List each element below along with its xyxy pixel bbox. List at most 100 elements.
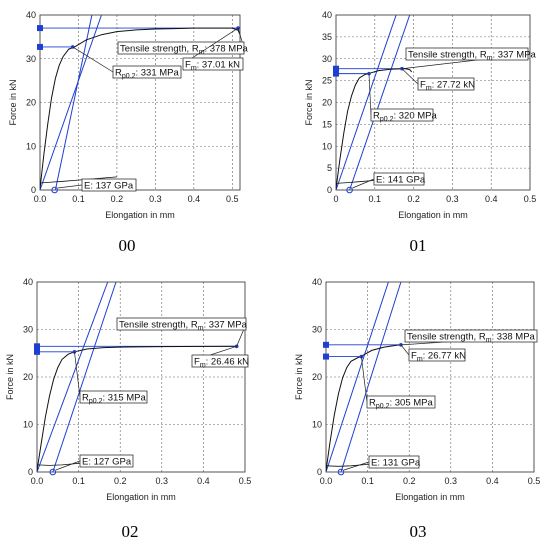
force-curve [326, 344, 401, 471]
rp02-box [112, 65, 182, 79]
y-tick-label: 30 [322, 54, 332, 64]
force-curve [37, 345, 237, 471]
rp02-label: Rp0.2: 305 MPa [369, 398, 434, 411]
x-tick-label: 0.3 [445, 476, 458, 486]
x-tick-label: 0.2 [407, 194, 420, 204]
fm-label: Fm: 37.01 kN [185, 60, 240, 73]
rm-axis-marker [34, 343, 40, 350]
e-modulus-label: E: 131 GPa [371, 458, 421, 469]
panel-caption: 01 [410, 236, 427, 255]
x-tick-label: 0.3 [446, 194, 459, 204]
rp02-label: Rp0.2: 315 MPa [82, 393, 147, 406]
rm-axis-marker [323, 341, 329, 348]
tensile-strength-label: Tensile strength, Rm: 338 MPa [407, 332, 536, 345]
x-axis-label: Elongation in mm [395, 492, 465, 502]
x-axis-label: Elongation in mm [105, 210, 175, 220]
tensile-strength-label: Tensile strength, Rm: 337 MPa [119, 320, 248, 333]
fm-label: Fm: 27.72 kN [420, 80, 475, 93]
fm-box [408, 348, 466, 362]
x-tick-label: 0.5 [239, 476, 252, 486]
force-curve [336, 68, 413, 189]
x-tick-label: 0.3 [149, 194, 162, 204]
annotation-leader [57, 184, 83, 189]
rp02-label: Rp0.2: 320 MPa [373, 111, 438, 124]
annotation-leader [400, 344, 410, 356]
e-modulus-label: E: 137 GPa [84, 181, 134, 192]
y-tick-label: 20 [322, 98, 332, 108]
tensile-strength-label: Tensile strength, Rm: 337 MPa [408, 50, 537, 63]
x-tick-label: 0.2 [403, 476, 416, 486]
plot-frame [335, 14, 531, 191]
rp02-box [79, 390, 148, 404]
y-tick-label: 10 [322, 141, 332, 151]
y-tick-label: 10 [26, 141, 36, 151]
chart-panel-03: 0.0 0.1 0.2 0.3 0.4 0.5 0 10 20 30 40 Elongation in… [294, 277, 540, 541]
chart-panel-02: 0.0 0.1 0.2 0.3 0.4 0.5 0 10 20 30 40 Elongation in… [5, 277, 251, 541]
x-tick-label: 0.5 [226, 194, 239, 204]
rm-axis-marker [333, 65, 339, 72]
rp-axis-marker [323, 353, 329, 360]
x-tick-label: 0.0 [320, 476, 333, 486]
tensile-strength-box [404, 329, 538, 343]
rp02-box [370, 108, 434, 122]
panel-caption: 02 [122, 522, 139, 541]
y-axis-label: Force in kN [294, 354, 304, 400]
y-tick-label: 30 [23, 325, 33, 335]
rp-axis-marker [333, 70, 339, 77]
fm-box [191, 354, 249, 368]
y-tick-label: 20 [26, 98, 36, 108]
x-tick-label: 0 [333, 194, 338, 204]
y-tick-label: 5 [327, 163, 332, 173]
fm-label: Fm: 26.46 kN [194, 357, 249, 370]
plot-frame [39, 14, 241, 191]
modulus-line [326, 282, 389, 472]
annotation-leader [72, 46, 114, 73]
rp02-box [366, 395, 436, 409]
offset-line [340, 282, 402, 472]
x-tick-label: 0.2 [111, 194, 124, 204]
rp-axis-marker [37, 43, 43, 50]
x-tick-label: 0.1 [72, 476, 85, 486]
offset-origin-marker [49, 468, 57, 476]
y-tick-label: 15 [322, 119, 332, 129]
x-tick-label: 0.5 [524, 194, 537, 204]
tensile-strength-label: Tensile strength, Rm: 378 MPa [120, 44, 249, 57]
panel-caption: 03 [410, 522, 427, 541]
y-tick-label: 40 [23, 277, 33, 287]
y-tick-label: 0 [28, 467, 33, 477]
x-tick-label: 0.3 [156, 476, 169, 486]
x-tick-label: 0.1 [72, 194, 85, 204]
modulus-line [336, 15, 397, 190]
fm-box [182, 57, 244, 71]
offset-line [52, 282, 117, 472]
x-tick-label: 0.5 [528, 476, 541, 486]
offset-line [349, 15, 411, 190]
x-tick-label: 0.1 [369, 194, 382, 204]
y-axis-label: Force in kN [5, 354, 15, 400]
offset-line [54, 15, 93, 190]
plot-frame [325, 281, 535, 473]
annotation-leader [368, 73, 372, 116]
tensile-strength-box [405, 47, 529, 61]
annotation-leader [361, 356, 368, 403]
y-tick-label: 0 [317, 467, 322, 477]
x-axis-label: Elongation in mm [398, 210, 468, 220]
x-axis-label: Elongation in mm [106, 492, 176, 502]
y-tick-label: 40 [322, 10, 332, 20]
e-modulus-label: E: 141 GPa [376, 175, 426, 186]
e-modulus-box [373, 172, 425, 186]
chart-panel-01: 0 0.1 0.2 0.3 0.4 0.5 0 5 10 15 20 25 30 35 40 Elongati… [304, 10, 537, 255]
x-tick-label: 0.4 [188, 194, 201, 204]
x-tick-label: 0.2 [114, 476, 127, 486]
x-tick-label: 0.4 [486, 476, 499, 486]
x-tick-label: 0.1 [361, 476, 374, 486]
force-curve [40, 27, 240, 189]
panel-caption: 00 [119, 236, 136, 255]
fm-box [417, 77, 475, 91]
x-tick-label: 0.0 [34, 194, 47, 204]
e-modulus-box [79, 454, 134, 468]
y-tick-label: 30 [26, 54, 36, 64]
modulus-line [37, 282, 109, 472]
y-tick-label: 20 [23, 372, 33, 382]
e-modulus-box [81, 178, 137, 192]
